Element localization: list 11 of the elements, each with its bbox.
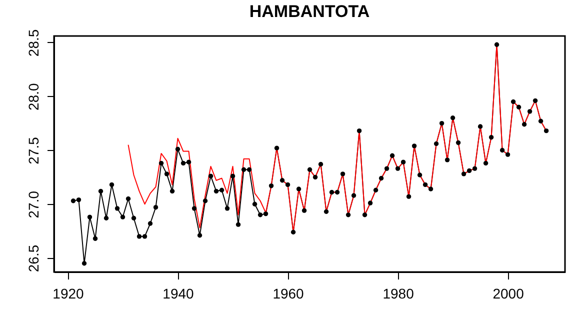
y-tick-label: 28.5 bbox=[26, 29, 42, 57]
y-tick-label: 27.5 bbox=[26, 136, 42, 164]
chart-title: HAMBANTOTA bbox=[249, 2, 370, 21]
x-tick-label: 1920 bbox=[52, 286, 84, 302]
y-tick-label: 28.0 bbox=[26, 83, 42, 110]
x-tick-label: 1960 bbox=[272, 286, 304, 302]
y-tick-label: 26.5 bbox=[26, 244, 42, 272]
x-tick-label: 1980 bbox=[382, 286, 414, 302]
x-tick-label: 2000 bbox=[492, 286, 524, 302]
x-tick-label: 1940 bbox=[162, 286, 194, 302]
y-tick-label: 27.0 bbox=[26, 190, 42, 218]
